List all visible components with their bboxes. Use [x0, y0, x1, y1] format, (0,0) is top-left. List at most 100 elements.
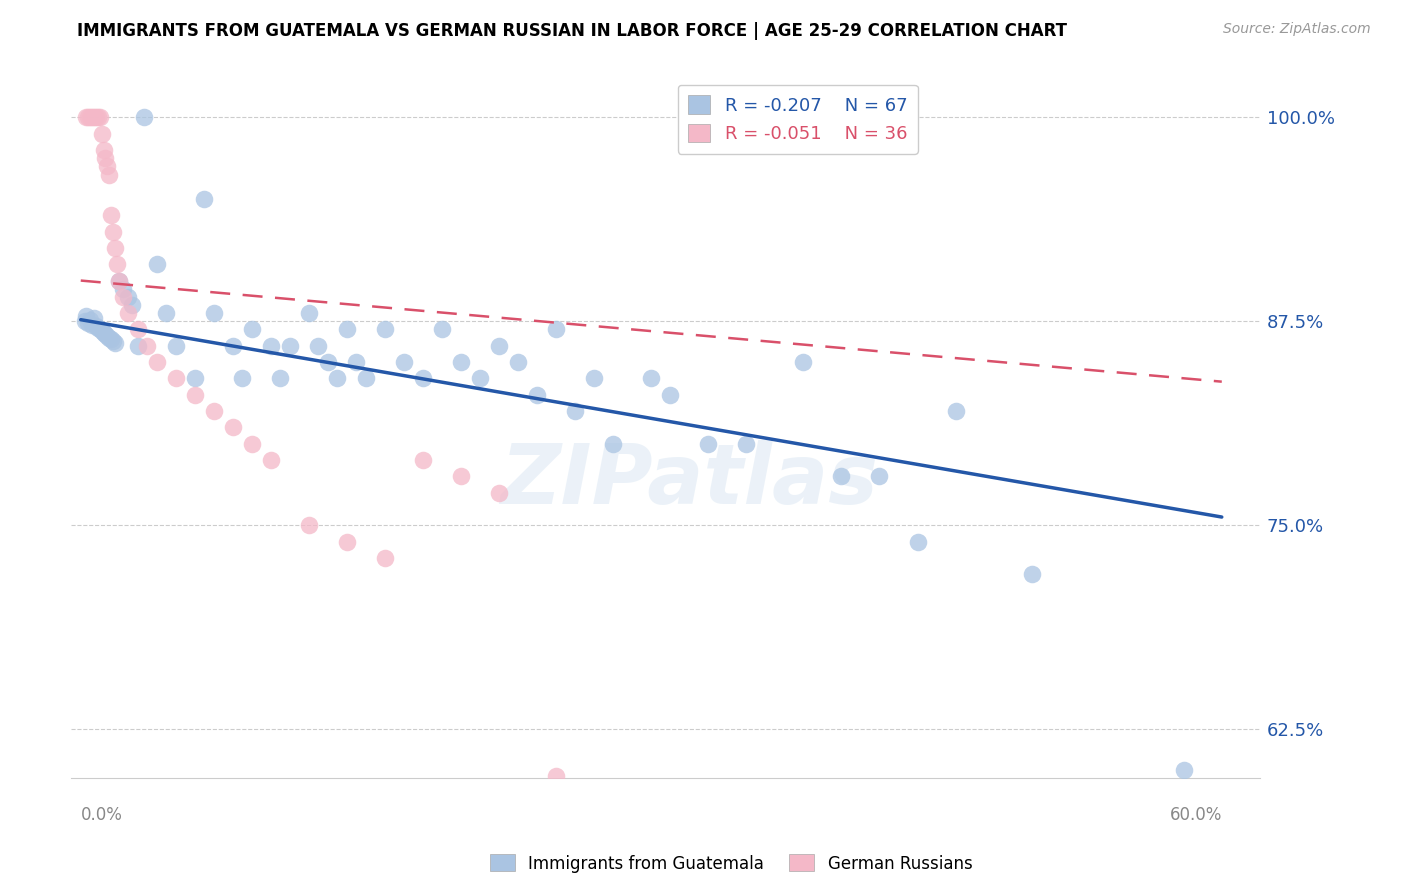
- Point: [117, 290, 139, 304]
- Point: [111, 282, 134, 296]
- Point: [75, 111, 97, 125]
- Text: Source: ZipAtlas.com: Source: ZipAtlas.com: [1223, 22, 1371, 37]
- Text: ZIPatlas: ZIPatlas: [501, 440, 879, 521]
- Point: [564, 404, 586, 418]
- Point: [240, 436, 263, 450]
- Point: [298, 306, 321, 320]
- Point: [792, 355, 814, 369]
- Point: [430, 322, 453, 336]
- Point: [412, 453, 434, 467]
- Point: [945, 404, 967, 418]
- Text: 0.0%: 0.0%: [80, 806, 122, 824]
- Point: [101, 334, 124, 348]
- Point: [89, 322, 111, 336]
- Point: [96, 329, 118, 343]
- Point: [77, 111, 100, 125]
- Point: [89, 111, 111, 125]
- Point: [105, 257, 128, 271]
- Point: [104, 335, 127, 350]
- Point: [87, 321, 110, 335]
- Point: [222, 420, 245, 434]
- Point: [260, 453, 283, 467]
- Point: [90, 324, 112, 338]
- Point: [79, 111, 101, 125]
- Point: [346, 355, 368, 369]
- Point: [1173, 763, 1195, 777]
- Point: [298, 518, 321, 533]
- Point: [830, 469, 852, 483]
- Point: [73, 314, 96, 328]
- Point: [488, 339, 510, 353]
- Point: [98, 331, 121, 345]
- Point: [202, 306, 225, 320]
- Point: [602, 436, 624, 450]
- Point: [1021, 567, 1043, 582]
- Point: [127, 322, 149, 336]
- Point: [82, 111, 104, 125]
- Point: [165, 339, 187, 353]
- Point: [392, 355, 415, 369]
- Point: [136, 339, 159, 353]
- Point: [98, 168, 121, 182]
- Point: [269, 371, 291, 385]
- Point: [83, 111, 105, 125]
- Point: [374, 322, 396, 336]
- Point: [231, 371, 253, 385]
- Point: [260, 339, 283, 353]
- Point: [184, 371, 207, 385]
- Point: [450, 469, 472, 483]
- Point: [316, 355, 339, 369]
- Point: [336, 534, 359, 549]
- Point: [93, 143, 115, 157]
- Point: [450, 355, 472, 369]
- Point: [100, 332, 122, 346]
- Point: [155, 306, 177, 320]
- Point: [93, 326, 115, 340]
- Point: [100, 208, 122, 222]
- Point: [87, 111, 110, 125]
- Point: [77, 316, 100, 330]
- Point: [526, 388, 548, 402]
- Point: [107, 274, 129, 288]
- Point: [84, 111, 107, 125]
- Point: [468, 371, 491, 385]
- Text: 60.0%: 60.0%: [1170, 806, 1222, 824]
- Point: [90, 127, 112, 141]
- Point: [94, 327, 117, 342]
- Point: [240, 322, 263, 336]
- Point: [546, 322, 568, 336]
- Point: [869, 469, 891, 483]
- Point: [184, 388, 207, 402]
- Point: [127, 339, 149, 353]
- Legend: R = -0.207    N = 67, R = -0.051    N = 36: R = -0.207 N = 67, R = -0.051 N = 36: [678, 85, 918, 154]
- Point: [374, 550, 396, 565]
- Point: [117, 306, 139, 320]
- Point: [735, 436, 758, 450]
- Point: [165, 371, 187, 385]
- Point: [82, 318, 104, 332]
- Point: [193, 192, 215, 206]
- Point: [546, 769, 568, 783]
- Point: [132, 111, 155, 125]
- Point: [659, 388, 682, 402]
- Point: [101, 225, 124, 239]
- Point: [84, 319, 107, 334]
- Point: [104, 241, 127, 255]
- Text: IMMIGRANTS FROM GUATEMALA VS GERMAN RUSSIAN IN LABOR FORCE | AGE 25-29 CORRELATI: IMMIGRANTS FROM GUATEMALA VS GERMAN RUSS…: [77, 22, 1067, 40]
- Point: [146, 257, 169, 271]
- Point: [75, 310, 97, 324]
- Point: [121, 298, 143, 312]
- Point: [412, 371, 434, 385]
- Point: [202, 404, 225, 418]
- Point: [111, 290, 134, 304]
- Point: [107, 274, 129, 288]
- Point: [326, 371, 349, 385]
- Point: [697, 436, 720, 450]
- Point: [96, 160, 118, 174]
- Point: [488, 485, 510, 500]
- Point: [336, 322, 359, 336]
- Point: [278, 339, 301, 353]
- Point: [222, 339, 245, 353]
- Point: [146, 355, 169, 369]
- Legend: Immigrants from Guatemala, German Russians: Immigrants from Guatemala, German Russia…: [484, 847, 979, 880]
